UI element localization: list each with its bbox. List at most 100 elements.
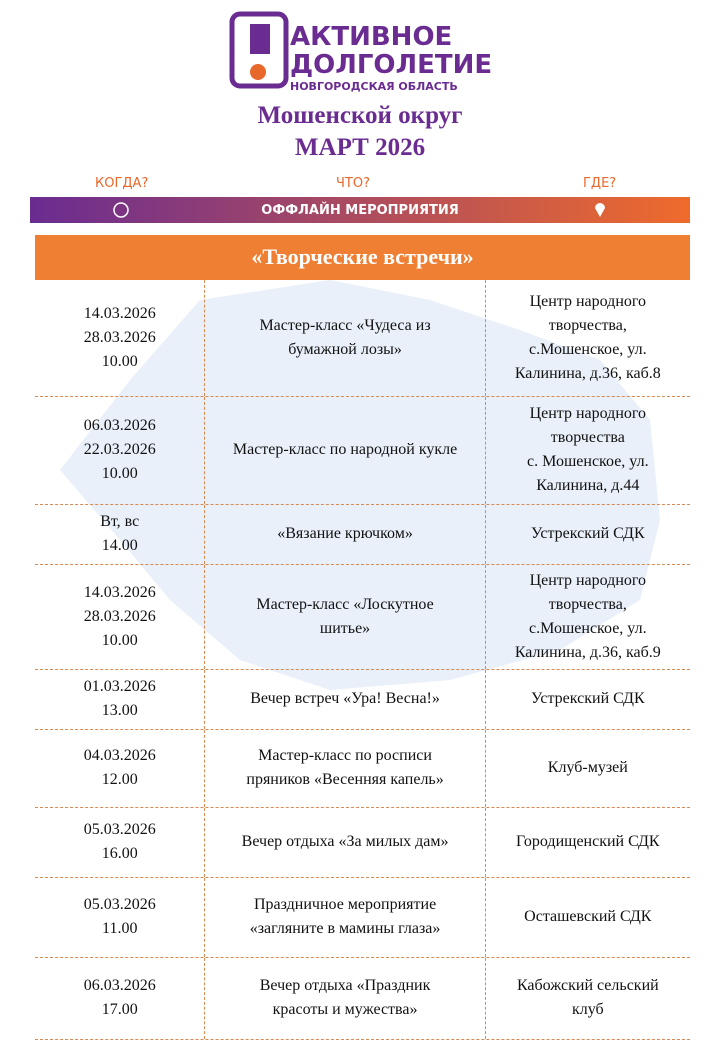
cell-where: Центр народного творчества с. Мошенское, у… <box>486 397 690 504</box>
cell-what: «Вязание крючком» <box>205 505 486 564</box>
cell-where: Клуб-музей <box>486 730 690 807</box>
cell-line: 14.00 <box>101 537 138 555</box>
banner-bar <box>30 197 690 223</box>
cell-line: творчества <box>550 429 625 447</box>
logo-tower <box>250 24 270 54</box>
table-row: 04.03.2026 12.00 Мастер-класс по росписи пр… <box>35 730 690 808</box>
region-map <box>60 280 660 690</box>
cell-line: Устрекский СДК <box>530 525 645 543</box>
cell-where: Центр народного творчества, с.Мошенское, у… <box>486 565 690 669</box>
cell-line: 28.03.2026 <box>83 607 156 625</box>
column-label: ГДЕ? <box>583 176 617 191</box>
cell-line: пряников «Весенняя капель» <box>246 771 444 789</box>
cell-line: 01.03.2026 <box>83 678 156 696</box>
cell-where: Осташевский СДК <box>486 878 690 957</box>
cell-line: 06.03.2026 <box>83 417 156 435</box>
cell-line: Вечер отдыха «Праздник <box>259 977 431 995</box>
cell-line: 05.03.2026 <box>83 821 156 839</box>
month-title: МАРТ 2026 <box>294 134 426 161</box>
cell-line: Мастер-класс по росписи <box>258 747 432 765</box>
cell-line: 14.03.2026 <box>83 304 156 322</box>
table-row: 05.03.2026 16.00 Вечер отдыха «За милых да… <box>35 808 690 878</box>
cell-when: 06.03.2026 17.00 <box>35 958 206 1039</box>
cell-line: 14.03.2026 <box>83 583 156 601</box>
cell-line: 16.00 <box>101 845 138 863</box>
logo-text: АКТИВНОЕ <box>290 22 453 52</box>
cell-where: Устрекский СДК <box>486 670 690 729</box>
logo-text: ДОЛГОЛЕТИЕ <box>290 50 493 80</box>
cell-line: Центр народного <box>529 405 647 423</box>
cell-when: 05.03.2026 16.00 <box>35 808 206 877</box>
banner-text: ОФФЛАЙН МЕРОПРИЯТИЯ <box>261 203 459 218</box>
cell-line: 10.00 <box>101 465 138 483</box>
cell-line: 28.03.2026 <box>83 328 156 346</box>
cell-when: 05.03.2026 11.00 <box>35 878 206 957</box>
cell-line: Осташевский СДК <box>524 908 652 926</box>
table-row: 14.03.2026 28.03.2026 10.00 Мастер-класс «Ч… <box>35 280 690 397</box>
cell-line: Калинина, д.36, каб.8 <box>514 364 661 382</box>
table-row: 06.03.2026 17.00 Вечер отдыха «Праздник кра… <box>35 958 690 1040</box>
cell-line: Мастер-класс «Лоскутное <box>256 595 434 613</box>
cell-when: 01.03.2026 13.00 <box>35 670 206 729</box>
cell-line: Устрекский СДК <box>530 690 645 708</box>
cell-line: красоты и мужества» <box>272 1001 418 1019</box>
logo-person <box>250 64 266 80</box>
cell-line: творчества, <box>548 316 627 334</box>
cell-line: 10.00 <box>101 631 138 649</box>
cell-line: Центр народного <box>529 571 647 589</box>
district-title: Мошенской округ <box>257 102 463 129</box>
cell-where: Центр народного творчества, с.Мошенское, у… <box>486 280 690 396</box>
table-row: 06.03.2026 22.03.2026 10.00 Мастер-класс по… <box>35 397 690 505</box>
cell-when: 14.03.2026 28.03.2026 10.00 <box>35 280 206 396</box>
table-row: Вт, вс 14.00 «Вязание крючком» Устрекский С… <box>35 505 690 565</box>
cell-line: «Вязание крючком» <box>277 525 413 543</box>
cell-where: Кабожский сельский клуб <box>486 958 690 1039</box>
cell-what: Вечер встреч «Ура! Весна!» <box>205 670 486 729</box>
cell-line: Вечер отдыха «За милых дам» <box>241 833 449 851</box>
cell-line: с.Мошенское, ул. <box>529 340 647 358</box>
logo-subtext: НОВГОРОДСКАЯ ОБЛАСТЬ <box>290 80 458 93</box>
column-label: КОГДА? <box>95 176 149 191</box>
cell-line: «загляните в мамины глаза» <box>249 920 441 938</box>
cell-line: Городищенский СДК <box>516 833 660 851</box>
cell-line: 04.03.2026 <box>83 747 156 765</box>
pin-icon <box>595 203 605 217</box>
cell-line: шитье» <box>319 619 371 637</box>
cell-line: Мастер-класс по народной кукле <box>232 441 458 459</box>
cell-what: Мастер-класс по народной кукле <box>205 397 486 504</box>
cell-line: Центр народного <box>529 292 647 310</box>
cell-line: Калинина, д.44 <box>536 477 640 495</box>
cell-line: 22.03.2026 <box>83 441 156 459</box>
cell-line: Вечер встреч «Ура! Весна!» <box>250 690 440 708</box>
cell-what: Мастер-класс по росписи пряников «Весення… <box>205 730 486 807</box>
cell-line: 12.00 <box>101 771 138 789</box>
section-title: «Творческие встречи» <box>251 244 474 269</box>
cell-line: 10.00 <box>101 352 138 370</box>
cell-what: Мастер-класс «Чудеса из бумажной лозы» <box>205 280 486 396</box>
cell-where: Устрекский СДК <box>486 505 690 564</box>
cell-line: 06.03.2026 <box>83 977 156 995</box>
cell-line: Праздничное мероприятие <box>253 896 437 914</box>
table-row: 05.03.2026 11.00 Праздничное мероприятие «з… <box>35 878 690 958</box>
cell-when: 06.03.2026 22.03.2026 10.00 <box>35 397 206 504</box>
section-bar <box>35 235 690 280</box>
cell-what: Вечер отдыха «Праздник красоты и мужества… <box>205 958 486 1039</box>
clock-icon <box>113 202 129 218</box>
table-row: 14.03.2026 28.03.2026 10.00 Мастер-класс «Л… <box>35 565 690 670</box>
cell-line: 13.00 <box>101 702 138 720</box>
cell-when: 14.03.2026 28.03.2026 10.00 <box>35 565 206 669</box>
cell-when: Вт, вс 14.00 <box>35 505 206 564</box>
cell-line: Калинина, д.36, каб.9 <box>514 643 661 661</box>
logo-icon <box>229 11 289 89</box>
cell-where: Городищенский СДК <box>486 808 690 877</box>
cell-line: бумажной лозы» <box>288 340 402 358</box>
table-row: 01.03.2026 13.00 Вечер встреч «Ура! Весна!… <box>35 670 690 730</box>
column-label: ЧТО? <box>336 176 370 191</box>
cell-line: с.Мошенское, ул. <box>529 619 647 637</box>
cell-what: Мастер-класс «Лоскутное шитье» <box>205 565 486 669</box>
cell-when: 04.03.2026 12.00 <box>35 730 206 807</box>
cell-line: 11.00 <box>102 920 138 938</box>
cell-line: клуб <box>571 1001 604 1019</box>
